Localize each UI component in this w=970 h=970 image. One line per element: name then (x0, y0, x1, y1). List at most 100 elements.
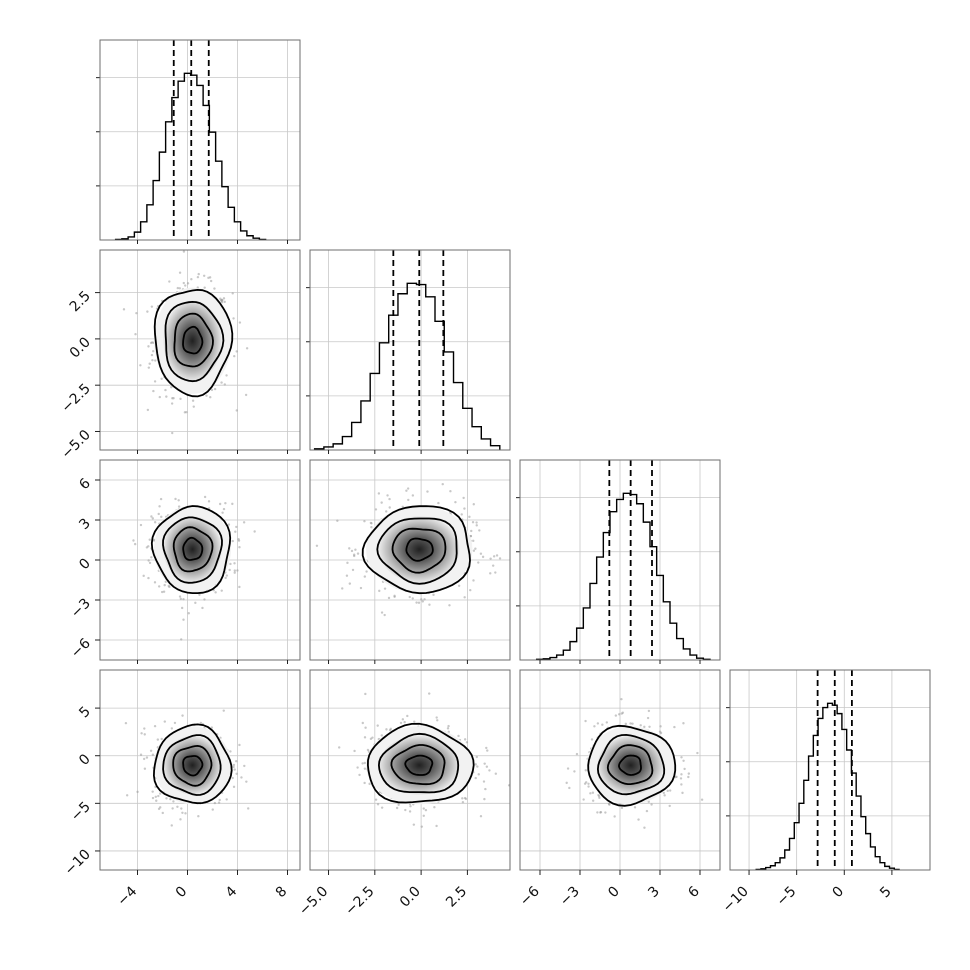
contour-level-3 (152, 723, 233, 805)
scatter-point (181, 714, 184, 717)
xtick-label-1-1: −2.5 (342, 884, 377, 919)
scatter-point (238, 585, 241, 589)
scatter-point (147, 559, 150, 562)
scatter-point (631, 722, 634, 725)
contour-level-3 (153, 288, 234, 398)
scatter-point (205, 394, 208, 397)
contour-level-2 (162, 516, 223, 584)
scatter-point (681, 791, 684, 795)
scatter-point (224, 501, 227, 505)
scatter-point (683, 767, 686, 771)
scatter-point (151, 517, 155, 520)
xtick-label-0-2: 4 (223, 883, 241, 901)
scatter-point (624, 722, 628, 726)
ytick-label-2-4: 6 (76, 475, 94, 493)
scatter-point (142, 574, 145, 578)
scatter-point (358, 773, 361, 777)
scatter-point (374, 508, 378, 511)
hist-panel-2 (516, 459, 721, 661)
scatter-point (587, 785, 590, 788)
scatter-point (176, 286, 179, 290)
scatter-point (591, 799, 595, 802)
scatter-point (207, 500, 211, 503)
ytick-label-2-1: −3 (68, 596, 94, 622)
scatter-point (143, 733, 146, 736)
scatter-point (143, 727, 146, 730)
scatter-point (142, 757, 146, 761)
scatter-point (151, 790, 154, 793)
scatter-point (184, 284, 187, 287)
scatter-point (234, 530, 237, 533)
pair-content-1 (100, 460, 300, 660)
scatter-point (369, 521, 373, 525)
scatter-point (679, 777, 683, 780)
contour-level-2 (162, 734, 222, 796)
scatter-point (231, 539, 234, 543)
scatter-point (428, 692, 431, 695)
scatter-point (647, 800, 650, 803)
scatter-point (231, 292, 234, 295)
scatter-point (485, 746, 488, 750)
ytick-label-3-3: 5 (76, 704, 94, 722)
scatter-point (469, 534, 472, 538)
scatter-point (139, 523, 143, 527)
scatter-point (682, 722, 685, 725)
ytick-label-2-3: 3 (76, 516, 94, 534)
scatter-point (469, 588, 472, 592)
pair-frame-4 (309, 669, 511, 871)
scatter-point (420, 598, 423, 601)
scatter-point (474, 763, 477, 766)
scatter-point (165, 797, 168, 800)
scatter-point (147, 366, 151, 369)
scatter-point (232, 317, 235, 320)
scatter-point (663, 794, 666, 797)
scatter-point (220, 381, 223, 384)
scatter-point (182, 250, 186, 253)
scatter-point (154, 795, 158, 798)
scatter-point (673, 725, 676, 729)
scatter-point (409, 804, 412, 808)
scatter-point (460, 513, 463, 516)
scatter-point (380, 734, 384, 737)
scatter-point (233, 571, 236, 574)
scatter-point (413, 720, 416, 723)
scatter-point (196, 275, 200, 279)
scatter-point (213, 387, 217, 391)
scatter-point (149, 749, 153, 753)
scatter-point (222, 507, 226, 511)
scatter-point (229, 750, 232, 753)
pair-panel-2-3 (519, 669, 721, 871)
scatter-point (235, 772, 238, 776)
scatter-point (378, 589, 381, 593)
scatter-point (232, 763, 236, 767)
scatter-point (648, 725, 651, 728)
pair-panel-0-1 (99, 249, 301, 451)
scatter-point (457, 734, 460, 738)
hist-frame-0 (99, 39, 301, 241)
scatter-point (157, 794, 160, 798)
scatter-point (492, 555, 496, 558)
scatter-point (479, 815, 483, 818)
scatter-point (696, 751, 699, 755)
scatter-point (218, 502, 222, 506)
scatter-point (387, 596, 391, 600)
scatter-point (462, 496, 465, 500)
xtick-label-3-0: −10 (720, 884, 752, 916)
pair-frame-2 (309, 459, 511, 661)
scatter-point (700, 798, 704, 801)
scatter-point (235, 350, 238, 353)
scatter-point (147, 545, 150, 548)
contour-level-0 (618, 754, 642, 776)
scatter-point (363, 767, 367, 770)
scatter-point (593, 725, 596, 728)
scatter-point (151, 753, 155, 756)
scatter-point (433, 805, 436, 809)
scatter-point (213, 287, 216, 290)
scatter-point (153, 521, 157, 524)
scatter-point (420, 825, 424, 828)
scatter-point (150, 353, 154, 357)
scatter-point (481, 555, 485, 559)
scatter-point (465, 741, 469, 744)
scatter-point (463, 738, 467, 741)
scatter-point (449, 489, 452, 493)
